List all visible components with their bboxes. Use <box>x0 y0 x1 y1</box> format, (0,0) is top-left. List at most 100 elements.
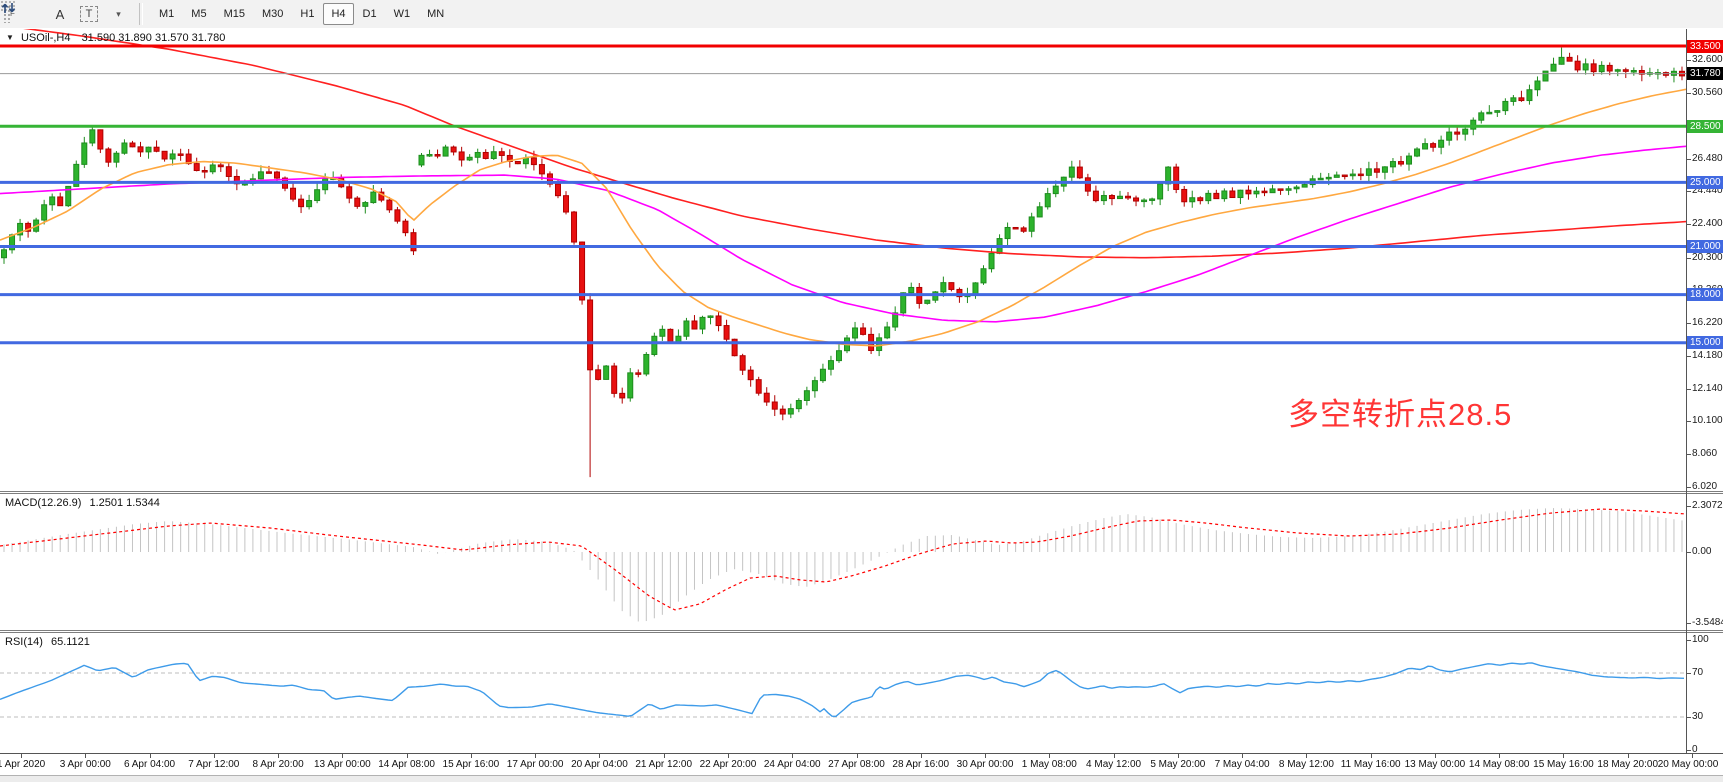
time-tick-mark <box>663 754 665 758</box>
price-chart-canvas[interactable] <box>0 29 1686 491</box>
price-line-badge: 15.000 <box>1687 336 1723 350</box>
text-box-button[interactable]: T <box>76 2 102 26</box>
toolbar-separator <box>139 3 143 25</box>
time-tick-mark <box>1499 754 1501 758</box>
time-axis-label: 5 May 20:00 <box>1150 759 1206 770</box>
price-tick-label: 20.300 <box>1692 251 1723 263</box>
time-axis-label: 11 May 16:00 <box>1340 759 1401 770</box>
ma-mid-line <box>0 145 1686 323</box>
time-tick-mark <box>1049 754 1051 758</box>
rsi-canvas[interactable] <box>0 633 1686 753</box>
time-tick-mark <box>1113 754 1115 758</box>
price-tick-label: 22.400 <box>1692 218 1723 230</box>
time-axis-label: 13 May 00:00 <box>1404 759 1466 770</box>
symbol-ohlc-line: ▼ USOil-,H4 31.590 31.890 31.570 31.780 <box>6 32 225 44</box>
price-tick-mark <box>1687 421 1691 423</box>
time-axis-label: 17 Apr 00:00 <box>506 759 564 770</box>
price-tick-label: 12.140 <box>1692 382 1723 394</box>
timeframe-button-h1[interactable]: H1 <box>300 8 315 20</box>
timeframe-group: M1 M5 M15 M30 H1 H4 D1 W1 MN <box>151 3 452 25</box>
time-axis-label: 22 Apr 20:00 <box>699 759 757 770</box>
price-tick-label: 16.220 <box>1692 317 1723 329</box>
time-tick-mark <box>727 754 729 758</box>
timeframe-button-m1[interactable]: M1 <box>159 8 175 20</box>
time-tick-mark <box>1306 754 1308 758</box>
time-tick-mark <box>1692 754 1693 758</box>
price-axis-border <box>1686 29 1687 775</box>
symbol-collapse-icon[interactable]: ▼ <box>6 33 14 42</box>
rsi-tick-label: 70 <box>1692 667 1704 678</box>
macd-tick-label: -3.5484 <box>1692 616 1723 628</box>
price-tick-label: 32.600 <box>1692 54 1723 66</box>
price-tick-label: 8.060 <box>1692 448 1718 460</box>
time-axis-label: 13 Apr 00:00 <box>313 759 371 770</box>
price-tick-mark <box>1687 224 1691 226</box>
cycle-symbols-button[interactable]: ▾ <box>1 2 131 26</box>
price-tick-mark <box>1687 388 1691 390</box>
macd-tick-mark <box>1687 552 1691 553</box>
time-axis-label: 20 May 00:00 <box>1657 759 1719 770</box>
price-tick-mark <box>1687 158 1691 160</box>
letter-a-icon: A <box>55 6 65 22</box>
timeframe-button-h4[interactable]: H4 <box>323 3 354 25</box>
symbol-ohlc-values: 31.590 31.890 31.570 31.780 <box>81 32 226 44</box>
timeframe-button-mn[interactable]: MN <box>427 8 445 20</box>
rsi-tick-mark <box>1687 717 1691 718</box>
rsi-axis[interactable]: 100 70 30 0 <box>1687 633 1723 755</box>
symbol-name: USOil-,H4 <box>20 32 71 44</box>
time-tick-mark <box>1370 754 1372 758</box>
time-axis-label: 4 May 12:00 <box>1086 759 1142 770</box>
macd-axis[interactable]: 2.3072 0.00 -3.5484 <box>1687 494 1723 630</box>
macd-label: MACD(12.26.9) 1.2501 1.5344 <box>5 497 160 509</box>
dropdown-caret-icon: ▾ <box>116 8 121 19</box>
swap-arrows-icon <box>1 3 16 13</box>
f-icon: F <box>10 9 15 17</box>
time-axis[interactable]: 1 Apr 2020 3 Apr 00:00 6 Apr 04:00 7 Apr 12… <box>0 753 1723 776</box>
macd-tick-mark <box>1687 622 1691 624</box>
panel-separator[interactable] <box>0 630 1723 633</box>
chart-annotation[interactable]: 多空转折点28.5 <box>1288 397 1513 432</box>
time-axis-label: 7 Apr 12:00 <box>188 759 240 770</box>
toolbar-grip[interactable] <box>3 5 11 23</box>
time-tick-mark <box>792 754 794 758</box>
price-tick-mark <box>1687 486 1691 488</box>
macd-canvas[interactable] <box>0 494 1686 630</box>
time-axis-label: 18 May 20:00 <box>1597 759 1659 770</box>
panel-separator[interactable] <box>0 491 1723 494</box>
price-tick-label: 6.020 <box>1692 480 1718 492</box>
time-tick-mark <box>21 754 22 758</box>
rsi-tick-mark <box>1687 750 1691 751</box>
price-tick-label: 24.440 <box>1692 185 1723 197</box>
rsi-panel[interactable]: RSI(14) 65.1121 <box>0 633 1686 753</box>
rsi-name: RSI(14) <box>5 636 43 648</box>
timeframe-button-m30[interactable]: M30 <box>261 8 284 20</box>
macd-values: 1.2501 1.5344 <box>89 497 160 509</box>
text-label-button[interactable]: A <box>47 2 73 26</box>
objects-list-button[interactable]: F <box>1 1 44 26</box>
timeframe-button-m5[interactable]: M5 <box>191 8 207 20</box>
time-axis-label: 8 May 12:00 <box>1278 759 1334 770</box>
time-axis-label: 15 Apr 16:00 <box>442 759 500 770</box>
time-tick-mark <box>535 754 537 758</box>
time-axis-label: 8 Apr 20:00 <box>252 759 304 770</box>
time-axis-label: 15 May 16:00 <box>1533 759 1594 770</box>
time-tick-mark <box>406 754 408 758</box>
price-tick-mark <box>1687 257 1691 259</box>
price-line-badge: 18.000 <box>1687 288 1723 302</box>
rsi-tick-label: 0 <box>1692 744 1698 755</box>
rsi-tick-label: 100 <box>1692 634 1709 645</box>
macd-tick-mark <box>1687 505 1691 507</box>
timeframe-button-d1[interactable]: D1 <box>362 8 377 20</box>
time-tick-mark <box>920 754 922 758</box>
rsi-label: RSI(14) 65.1121 <box>5 636 90 648</box>
time-axis-label: 14 May 08:00 <box>1468 759 1530 770</box>
price-tick-label: 26.480 <box>1692 152 1723 164</box>
macd-panel[interactable]: MACD(12.26.9) 1.2501 1.5344 <box>0 494 1686 630</box>
rsi-tick-mark <box>1687 673 1691 674</box>
timeframe-button-w1[interactable]: W1 <box>393 8 411 20</box>
timeframe-button-m15[interactable]: M15 <box>223 8 245 20</box>
main-price-axis[interactable]: 32.60030.56026.48024.44022.40020.30018.2… <box>1687 29 1723 492</box>
main-chart-panel[interactable]: ▼ USOil-,H4 31.590 31.890 31.570 31.780 … <box>0 29 1686 491</box>
price-tick-label: 14.180 <box>1692 349 1723 361</box>
time-tick-mark <box>1242 754 1244 758</box>
